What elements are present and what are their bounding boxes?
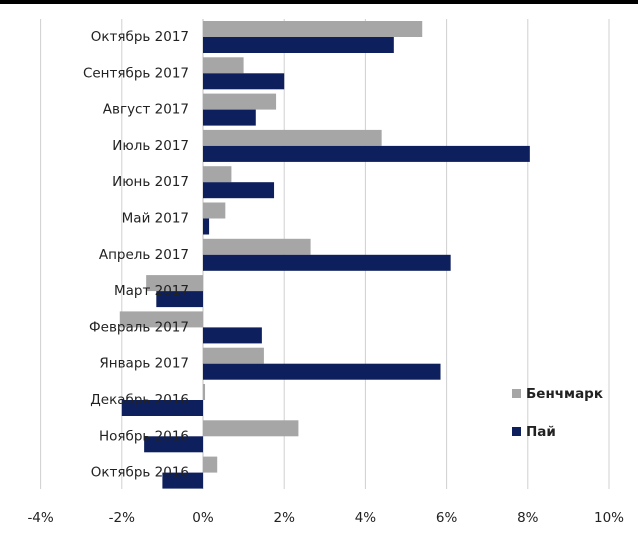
x-tick-label: 2% — [273, 510, 295, 526]
x-tick-label: -2% — [109, 510, 135, 526]
bar-benchmark — [203, 57, 244, 74]
category-label: Май 2017 — [122, 211, 189, 227]
category-label: Июль 2017 — [112, 138, 189, 154]
bar-fund — [203, 37, 394, 53]
legend-swatch — [512, 427, 521, 436]
bar-fund — [162, 472, 203, 489]
bar-fund — [203, 182, 275, 199]
x-tick-labels: -4% -2% 0% 2% 4% 6% 8% 10% — [27, 510, 624, 526]
legend-label: Бенчмарк — [526, 386, 603, 402]
x-tick-label: 10% — [594, 510, 624, 526]
bar-fund — [203, 363, 441, 380]
bar-benchmark — [203, 347, 264, 364]
x-tick-label: 8% — [517, 510, 539, 526]
bar-benchmark — [146, 275, 203, 292]
legend: Бенчмарк Пай — [512, 386, 603, 440]
bar-benchmark — [203, 420, 299, 437]
category-label: Апрель 2017 — [99, 247, 189, 263]
bar-benchmark — [203, 202, 226, 219]
x-tick-label: -4% — [27, 510, 53, 526]
bar-benchmark — [203, 93, 277, 110]
bar-benchmark — [203, 129, 382, 146]
category-label: Декабрь 2016 — [90, 392, 189, 408]
bar-fund — [121, 400, 203, 416]
bar-fund — [203, 109, 256, 126]
x-tick-label: 4% — [355, 510, 377, 526]
bar-fund — [203, 218, 210, 235]
bar-fund — [144, 436, 203, 453]
bars — [119, 21, 530, 489]
category-label: Март 2017 — [114, 283, 189, 299]
category-label: Ноябрь 2016 — [99, 428, 189, 444]
bar-benchmark — [119, 311, 203, 328]
bar-fund — [203, 327, 262, 344]
category-label: Июнь 2017 — [112, 174, 189, 190]
category-label: Август 2017 — [103, 102, 189, 118]
category-labels: Октябрь 2017 Сентябрь 2017 Август 2017 Июль… — [83, 29, 189, 481]
category-label: Октябрь 2016 — [91, 465, 189, 481]
x-tick-label: 0% — [192, 510, 214, 526]
category-label: Февраль 2017 — [89, 319, 189, 335]
bar-fund — [203, 145, 530, 162]
bar-benchmark — [203, 456, 218, 473]
bar-benchmark — [203, 384, 206, 400]
category-label: Сентябрь 2017 — [83, 65, 189, 81]
legend-label: Пай — [526, 424, 556, 440]
bar-fund — [203, 254, 451, 271]
x-tick-label: 6% — [436, 510, 458, 526]
top-border — [0, 0, 638, 4]
legend-swatch — [512, 389, 521, 398]
category-label: Январь 2017 — [99, 356, 189, 372]
bar-benchmark — [203, 21, 423, 37]
bar-fund — [203, 73, 285, 90]
bar-benchmark — [203, 166, 232, 183]
bar-benchmark — [203, 238, 311, 255]
bar-fund — [156, 291, 203, 308]
category-label: Октябрь 2017 — [91, 29, 189, 45]
